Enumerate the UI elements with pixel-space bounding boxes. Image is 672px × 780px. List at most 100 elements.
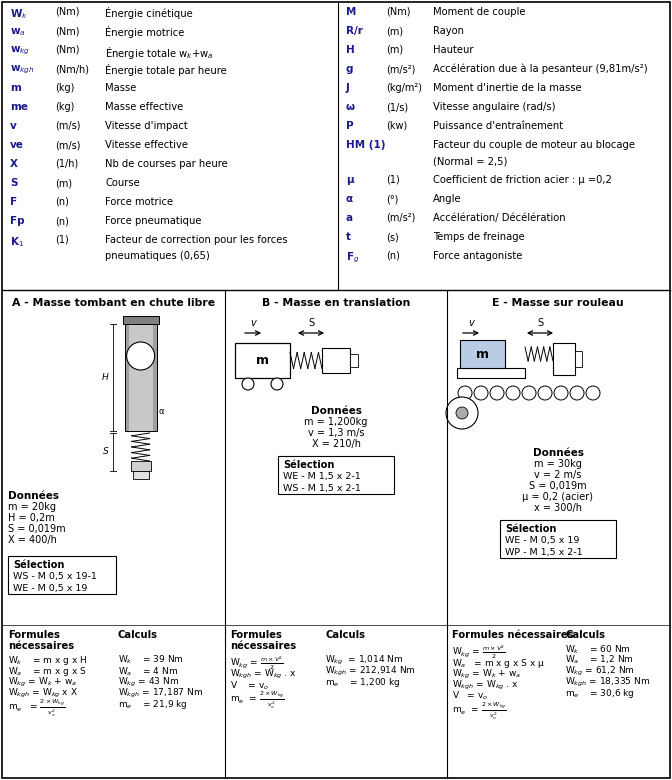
Text: g: g [346,64,353,74]
Text: (Nm): (Nm) [55,7,79,17]
Text: Coefficient de friction acier : μ =0,2: Coefficient de friction acier : μ =0,2 [433,175,612,185]
Text: (m/s²): (m/s²) [386,64,415,74]
Text: W$_a$   = m x g x S x μ: W$_a$ = m x g x S x μ [452,657,545,670]
Circle shape [456,407,468,419]
Circle shape [126,342,155,370]
Text: Données: Données [310,406,362,416]
Bar [235,343,290,378]
Text: J: J [346,83,350,93]
Text: m: m [135,351,146,361]
Bar [553,343,575,375]
Text: W$_{kg}$ = $\frac{m \times V^2}{2}$: W$_{kg}$ = $\frac{m \times V^2}{2}$ [230,654,284,672]
Text: W$_{kg}$ = 43 Nm: W$_{kg}$ = 43 Nm [118,676,179,689]
Circle shape [458,386,472,400]
Text: B - Masse en translation: B - Masse en translation [262,298,410,308]
Text: m$_e$    = 1,200 kg: m$_e$ = 1,200 kg [325,676,401,689]
Text: Sélection: Sélection [505,524,556,534]
Text: V    = v$_o$: V = v$_o$ [230,679,269,692]
Text: P: P [346,121,353,131]
Text: (Nm/h): (Nm/h) [55,64,89,74]
Text: WE - M 1,5 x 2-1: WE - M 1,5 x 2-1 [283,472,361,481]
Text: (m/s): (m/s) [55,121,81,131]
Text: W$_{kg}$ = 61,2 Nm: W$_{kg}$ = 61,2 Nm [565,665,635,678]
Text: (kw): (kw) [386,121,407,131]
Text: α: α [346,194,353,204]
Circle shape [522,386,536,400]
Text: Énergie totale w$_k$+w$_a$: Énergie totale w$_k$+w$_a$ [105,45,214,61]
Bar [322,348,350,373]
Text: W$_a$    = 1,2 Nm: W$_a$ = 1,2 Nm [565,654,634,666]
Text: m$_e$    = 21,9 kg: m$_e$ = 21,9 kg [118,698,187,711]
Text: pneumatiques (0,65): pneumatiques (0,65) [105,251,210,261]
Text: (1/h): (1/h) [55,159,78,169]
Bar [500,520,616,558]
Text: W$_a$    = 4 Nm: W$_a$ = 4 Nm [118,665,178,678]
Text: WS - M 0,5 x 19-1: WS - M 0,5 x 19-1 [13,572,97,581]
Text: w$_a$: w$_a$ [10,26,26,37]
Text: (kg/m²): (kg/m²) [386,83,422,93]
Text: S: S [10,178,17,188]
Text: v = 1,3 m/s: v = 1,3 m/s [308,428,364,438]
Text: Énergie motrice: Énergie motrice [105,26,184,38]
Text: m: m [476,348,489,360]
Text: R/r: R/r [346,26,363,36]
Text: (Nm): (Nm) [55,26,79,36]
Text: Formules nécessaires: Formules nécessaires [452,630,573,640]
Text: W$_a$    = m x g x S: W$_a$ = m x g x S [8,665,87,678]
Text: Fp: Fp [10,216,25,226]
Text: ω: ω [346,102,355,112]
Circle shape [506,386,520,400]
Text: WS - M 1,5 x 2-1: WS - M 1,5 x 2-1 [283,484,361,493]
Text: S: S [103,448,109,456]
Text: (1): (1) [55,235,69,245]
Text: Accélération/ Décélération: Accélération/ Décélération [433,213,566,223]
Text: a: a [346,213,353,223]
Text: (s): (s) [386,232,398,242]
Circle shape [242,378,254,390]
Text: Course: Course [105,178,140,188]
Text: (n): (n) [386,251,400,261]
Text: X = 400/h: X = 400/h [8,535,57,545]
Text: Vitesse d'impact: Vitesse d'impact [105,121,187,131]
Circle shape [474,386,488,400]
Text: (Nm): (Nm) [386,7,411,17]
Text: (Normal = 2,5): (Normal = 2,5) [433,156,507,166]
Text: W$_k$    = m x g x H: W$_k$ = m x g x H [8,654,87,667]
Text: m: m [256,354,269,367]
Text: Sélection: Sélection [13,560,65,570]
Text: (1/s): (1/s) [386,102,408,112]
Text: W$_k$: W$_k$ [10,7,28,21]
Text: w$_{kg}$: w$_{kg}$ [10,45,30,58]
Bar [128,316,153,431]
Text: Calculs: Calculs [325,630,365,640]
Text: H: H [102,373,109,382]
Text: Angle: Angle [433,194,462,204]
Text: v: v [468,318,474,328]
Text: t: t [346,232,351,242]
Text: (Nm): (Nm) [55,45,79,55]
Text: X: X [10,159,18,169]
Text: (n): (n) [55,216,69,226]
Text: W$_{kg}$ = $\frac{m \times V^2}{2}$: W$_{kg}$ = $\frac{m \times V^2}{2}$ [452,643,506,661]
Text: A - Masse tombant en chute libre: A - Masse tombant en chute libre [13,298,216,308]
Text: nécessaires: nécessaires [8,641,74,651]
Text: Données: Données [8,491,59,501]
Text: Vitesse effective: Vitesse effective [105,140,188,150]
Text: Force motrice: Force motrice [105,197,173,207]
Circle shape [586,386,600,400]
Text: Hauteur: Hauteur [433,45,474,55]
Text: W$_{kgh}$ = 17,187 Nm: W$_{kgh}$ = 17,187 Nm [118,687,203,700]
Text: Énergie totale par heure: Énergie totale par heure [105,64,226,76]
Circle shape [554,386,568,400]
Text: μ = 0,2 (acier): μ = 0,2 (acier) [523,492,593,502]
Text: W$_{kg}$ = W$_k$ + w$_a$: W$_{kg}$ = W$_k$ + w$_a$ [452,668,521,681]
Bar [130,461,151,471]
Text: x = 300/h: x = 300/h [534,503,582,513]
Text: Moment de couple: Moment de couple [433,7,526,17]
Bar [278,456,394,494]
Text: m: m [10,83,21,93]
Text: WE - M 0,5 x 19: WE - M 0,5 x 19 [13,584,87,593]
Text: (m): (m) [386,26,403,36]
Text: Sélection: Sélection [283,460,335,470]
Text: S = 0,019m: S = 0,019m [8,524,66,534]
